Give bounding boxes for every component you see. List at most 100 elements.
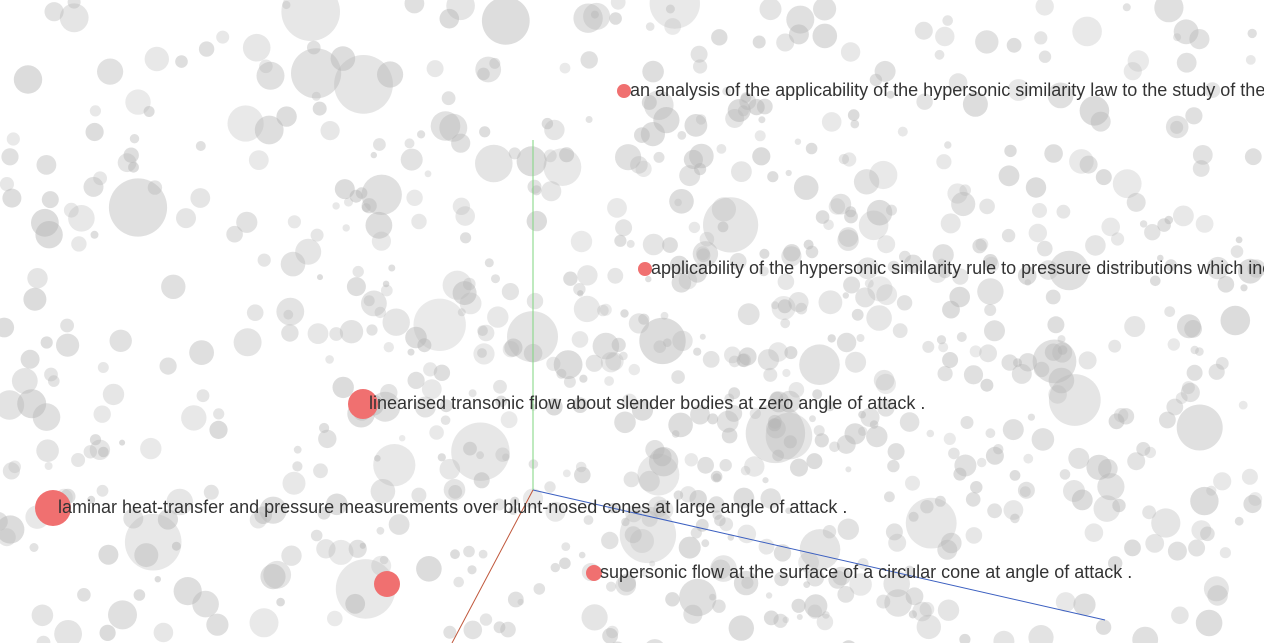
data-point[interactable] [1010,513,1020,524]
data-point[interactable] [246,304,264,322]
data-point[interactable] [858,410,866,419]
highlighted-point-2[interactable] [638,262,652,276]
data-point[interactable] [1122,3,1131,12]
data-point[interactable] [29,543,39,552]
data-point[interactable] [129,134,140,144]
data-point[interactable] [154,576,161,583]
data-point[interactable] [611,337,626,352]
data-point[interactable] [710,559,731,580]
data-point[interactable] [1059,469,1071,480]
data-point[interactable] [430,111,461,141]
data-point[interactable] [1113,408,1129,423]
data-point[interactable] [541,181,562,202]
data-point[interactable] [737,524,757,544]
data-point[interactable] [699,333,706,340]
data-point[interactable] [738,347,757,366]
data-point[interactable] [1145,534,1165,553]
data-point[interactable] [606,581,617,592]
data-point[interactable] [312,101,327,116]
data-point[interactable] [405,326,427,349]
data-point[interactable] [709,593,716,601]
data-point[interactable] [615,219,633,237]
data-point[interactable] [644,639,666,643]
data-point[interactable] [89,434,102,446]
data-point[interactable] [842,152,857,167]
data-point[interactable] [190,188,211,208]
data-point[interactable] [281,0,340,41]
data-point[interactable] [806,453,823,470]
data-point[interactable] [109,329,132,352]
point-label[interactable]: an analysis of the applicability of the … [630,80,1264,100]
data-point[interactable] [361,198,377,214]
data-point[interactable] [786,5,815,34]
data-point[interactable] [960,416,974,429]
data-point[interactable] [1038,50,1052,63]
data-point[interactable] [414,396,436,418]
data-point[interactable] [710,470,723,483]
data-point[interactable] [1031,428,1055,451]
data-point[interactable] [502,341,520,358]
data-point[interactable] [607,267,624,284]
data-point[interactable] [739,93,757,110]
data-point[interactable] [722,87,731,96]
data-point[interactable] [325,355,334,364]
point-label[interactable]: linearised transonic flow about slender … [369,393,926,413]
data-point[interactable] [803,239,814,250]
data-point[interactable] [777,299,792,314]
data-point[interactable] [645,22,655,31]
data-point[interactable] [883,570,910,598]
data-point[interactable] [977,457,987,468]
data-point[interactable] [475,144,513,183]
data-point[interactable] [1230,245,1244,258]
data-point[interactable] [728,387,741,400]
data-point[interactable] [724,346,741,364]
data-point[interactable] [508,505,518,515]
data-point[interactable] [159,357,177,375]
data-point[interactable] [248,150,269,171]
data-point[interactable] [914,21,933,40]
data-point[interactable] [766,418,786,439]
data-point[interactable] [581,604,608,631]
data-point[interactable] [233,328,262,357]
data-point[interactable] [972,238,987,254]
data-point[interactable] [645,275,652,283]
data-point[interactable] [310,529,323,542]
data-point[interactable] [962,91,988,117]
data-point[interactable] [203,484,219,500]
data-point[interactable] [701,539,710,548]
data-point[interactable] [1009,470,1021,481]
data-point[interactable] [453,576,465,588]
data-point[interactable] [463,545,475,558]
data-point[interactable] [1049,250,1089,291]
data-point[interactable] [788,382,805,398]
data-point[interactable] [768,391,790,413]
data-point[interactable] [8,460,21,474]
data-point[interactable] [502,453,510,462]
data-point[interactable] [1206,485,1217,496]
highlighted-point-3[interactable] [348,389,378,419]
data-point[interactable] [799,344,840,386]
data-point[interactable] [708,496,725,513]
data-point[interactable] [363,295,375,307]
data-point[interactable] [1037,240,1053,257]
data-point[interactable] [36,155,57,175]
data-point[interactable] [980,378,994,392]
data-point[interactable] [844,423,866,445]
data-point[interactable] [254,115,284,145]
data-point[interactable] [737,303,760,326]
data-point[interactable] [993,444,1004,455]
data-point[interactable] [1006,37,1022,53]
data-point[interactable] [749,407,761,419]
data-point[interactable] [954,454,977,477]
data-point[interactable] [371,231,391,251]
data-point[interactable] [740,465,751,476]
data-point[interactable] [869,160,898,190]
data-point[interactable] [60,318,74,333]
data-point[interactable] [328,539,354,565]
data-point[interactable] [31,208,59,237]
data-point[interactable] [614,234,627,247]
data-point[interactable] [479,126,491,138]
data-point[interactable] [23,287,47,311]
data-point[interactable] [776,33,795,52]
data-point[interactable] [93,171,107,186]
